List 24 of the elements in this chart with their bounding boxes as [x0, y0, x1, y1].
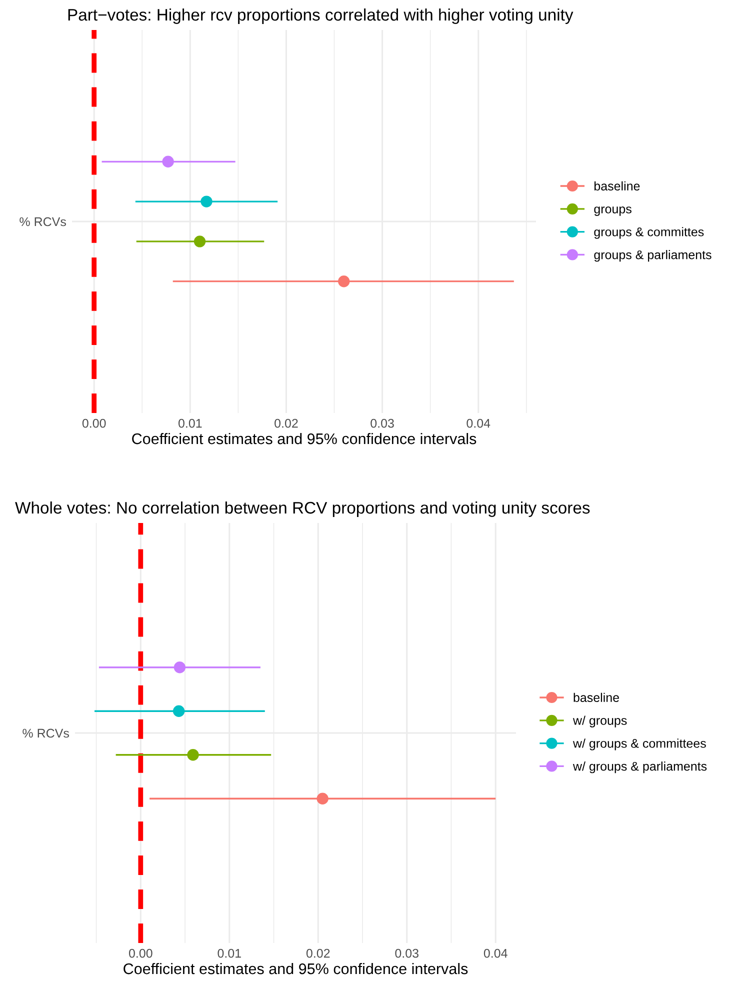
x-tick-label: 0.03: [395, 948, 418, 958]
chart-title: Part−votes: Higher rcv proportions correlated with higher voting unity: [68, 8, 574, 24]
x-tick-label: 0.00: [128, 948, 152, 958]
legend-label: groups: [594, 206, 632, 216]
legend-label: baseline: [574, 692, 619, 702]
x-tick-label: 0.04: [466, 418, 490, 428]
legend-label: w/ groups & parliaments: [572, 762, 707, 774]
x-tick-label: 0.01: [178, 418, 202, 428]
x-tick-label: 0.04: [484, 948, 508, 958]
legend-label: w/ groups & committees: [572, 738, 706, 750]
x-axis-title: Coefficient estimates and 95% confidence intervals: [132, 432, 476, 444]
y-tick-label: % RCVs: [22, 728, 69, 738]
legend-label: w/ groups: [572, 716, 627, 728]
chart-title: Whole votes: No correlation between RCV proportions and voting unity scores: [15, 501, 590, 517]
x-tick-label: 0.01: [218, 948, 241, 958]
legend-label: groups & committes: [594, 227, 704, 239]
x-tick-label: 0.00: [82, 418, 106, 428]
legend-label: groups & parliaments: [594, 250, 712, 262]
x-tick-label: 0.02: [274, 418, 298, 428]
x-tick-label: 0.02: [306, 948, 330, 958]
y-tick-label: % RCVs: [20, 217, 66, 226]
x-axis-title: Coefficient estimates and 95% confidence intervals: [124, 962, 468, 974]
legend-label: baseline: [594, 181, 640, 190]
x-tick-label: 0.03: [370, 418, 394, 428]
